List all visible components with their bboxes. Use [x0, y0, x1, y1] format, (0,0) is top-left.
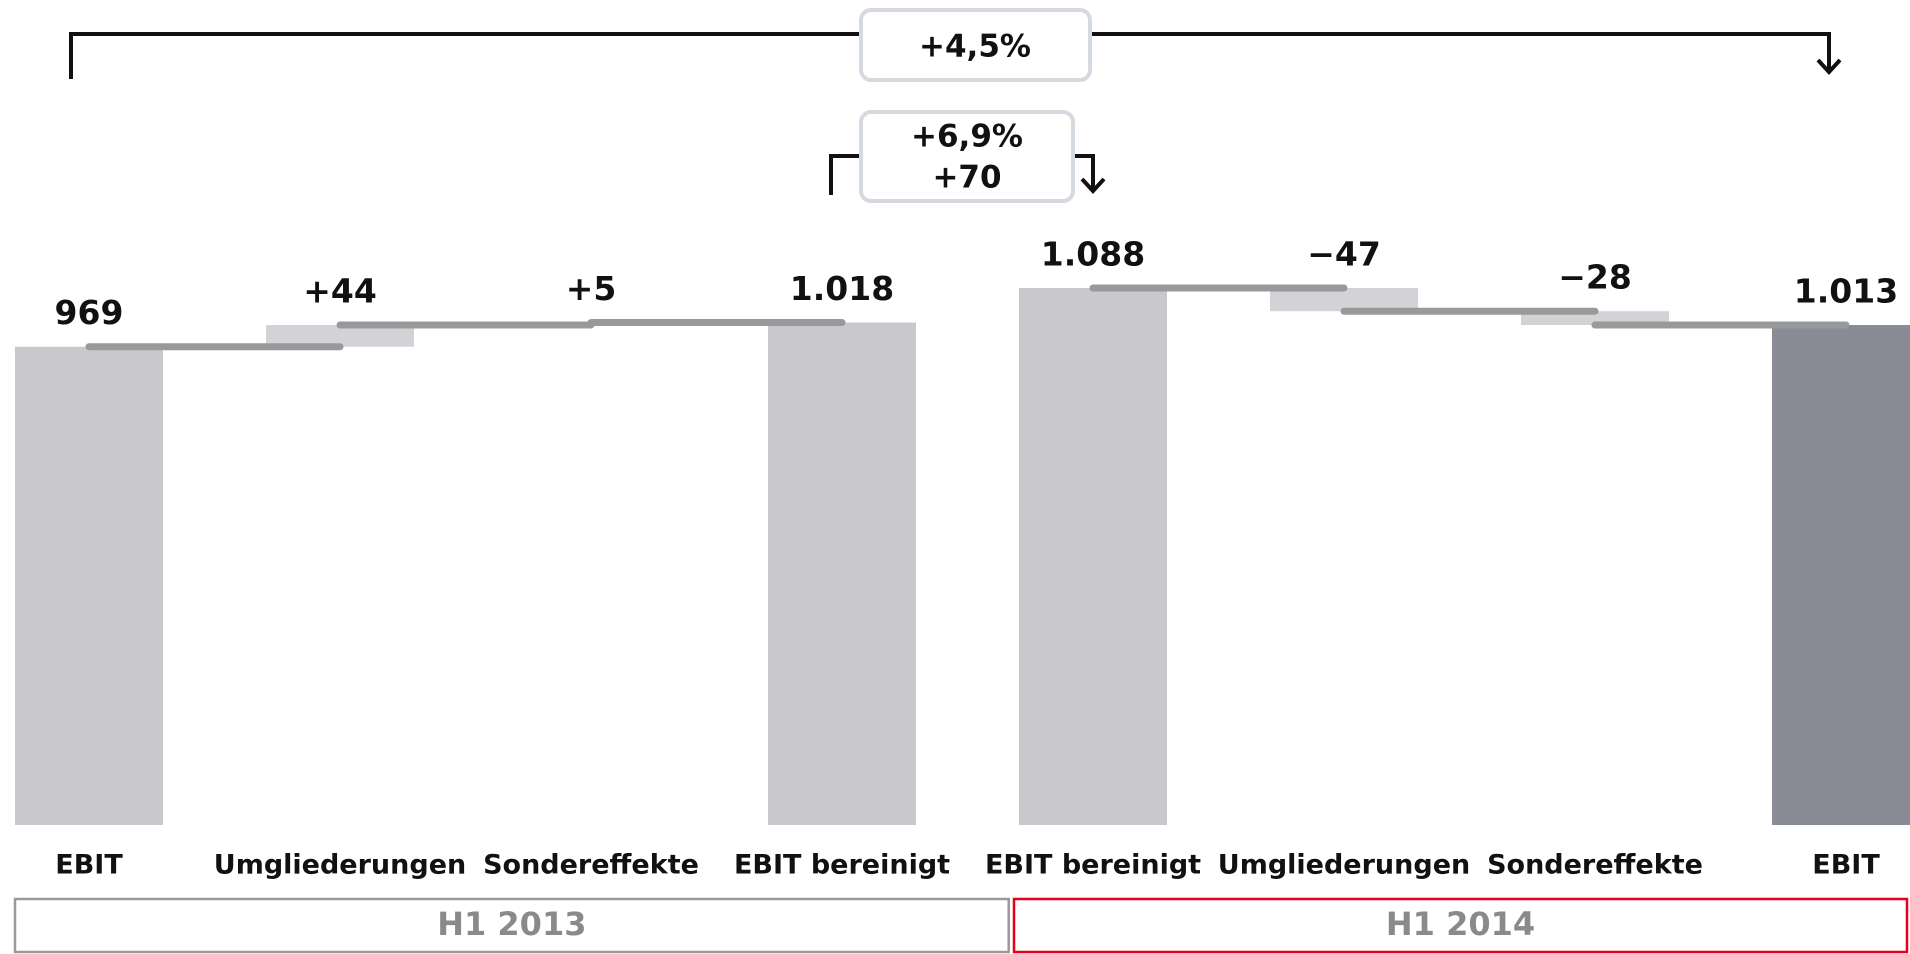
- total-bar: [768, 322, 916, 825]
- group-label: H1 2013: [437, 905, 586, 943]
- value-label: −47: [1307, 235, 1381, 274]
- category-label: EBIT bereinigt: [985, 850, 1201, 881]
- total-change-annotation: +4,5%: [69, 8, 1842, 82]
- category-label: Umgliederungen: [214, 850, 466, 881]
- arrow-head: [1080, 177, 1106, 194]
- category-label: Sondereffekte: [1487, 850, 1703, 881]
- value-label: 969: [55, 293, 124, 332]
- group-box: [1012, 897, 1909, 954]
- value-label: 1.088: [1041, 235, 1145, 274]
- category-label: Sondereffekte: [483, 850, 699, 881]
- annotation-text: +6,9%: [911, 119, 1023, 155]
- annotation-text: +70: [932, 160, 1001, 196]
- total-bar: [15, 346, 163, 825]
- annotation-text: +4,5%: [919, 29, 1031, 65]
- annotation-box: [859, 110, 1075, 203]
- category-label: EBIT: [55, 850, 123, 881]
- arrow-head: [1816, 58, 1842, 75]
- annotation-box: [859, 8, 1092, 82]
- category-label: Umgliederungen: [1218, 850, 1470, 881]
- delta-bar: [1270, 288, 1418, 312]
- value-label: +5: [566, 269, 617, 308]
- value-label: −28: [1558, 258, 1632, 297]
- value-label: 1.013: [1794, 272, 1898, 311]
- category-label: EBIT: [1812, 850, 1880, 881]
- group-box: [13, 897, 1010, 954]
- value-label: +44: [303, 272, 377, 311]
- total-bar: [1772, 325, 1910, 825]
- delta-bar: [266, 325, 414, 347]
- category-label: EBIT bereinigt: [734, 850, 950, 881]
- total-bar: [1019, 288, 1167, 825]
- group-label: H1 2014: [1386, 905, 1535, 943]
- adjusted-change-annotation: +6,9% +70: [829, 110, 1106, 203]
- value-label: 1.018: [790, 269, 894, 308]
